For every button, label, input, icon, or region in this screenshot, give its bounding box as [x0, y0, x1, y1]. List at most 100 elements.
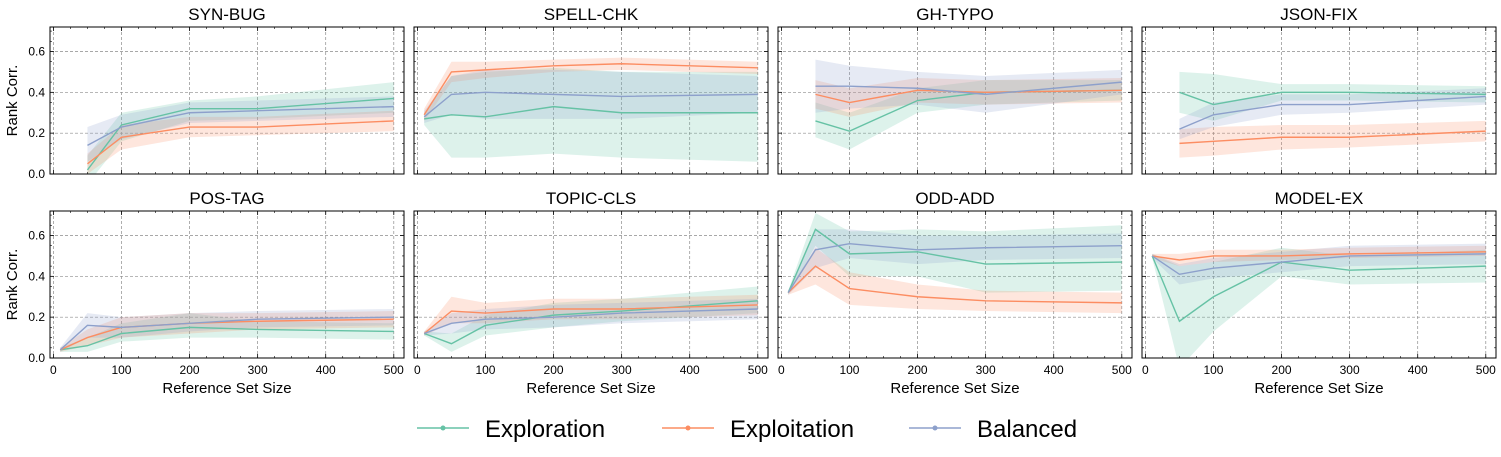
- panel-pos-tag: 0 100 200 300 400 500 0.0 0.2 0.4 0.6 POS-TAG Refer…: [4, 189, 405, 397]
- line-exploration: [787, 228, 1122, 293]
- legend-entry-exploration: Exploration: [417, 416, 605, 443]
- plot-area: [815, 59, 1122, 150]
- x-tick-label: 0: [414, 363, 421, 377]
- panel-title: MODEL-EX: [1275, 189, 1364, 208]
- legend-entry-balanced: Balanced: [909, 416, 1077, 443]
- line-exploitation: [423, 304, 758, 335]
- x-axis-label: Reference Set Size: [162, 380, 291, 397]
- legend-marker: [440, 425, 446, 431]
- x-tick-label: 0: [778, 363, 785, 377]
- y-tick-label: 0.4: [28, 85, 45, 99]
- line-exploitation: [787, 265, 1122, 304]
- line-exploitation: [1152, 251, 1486, 261]
- line-balanced: [423, 308, 758, 335]
- x-tick-label: 0: [1142, 363, 1149, 377]
- axes-frame: [1141, 26, 1497, 175]
- axes-frame: [1141, 210, 1497, 359]
- band-exploration: [815, 80, 1122, 150]
- plot-area: [1179, 71, 1486, 158]
- line-exploitation: [423, 63, 758, 116]
- line-balanced: [787, 242, 1122, 294]
- plot-area: [1151, 243, 1486, 358]
- x-tick-label: 100: [111, 363, 131, 377]
- x-tick-label: 100: [1203, 363, 1223, 377]
- panel-title: TOPIC-CLS: [546, 189, 636, 208]
- legend-label: Exploration: [485, 416, 605, 443]
- legend: Exploration Exploitation Balanced: [417, 416, 1077, 443]
- x-tick-label: 200: [180, 363, 200, 377]
- x-tick-label: 300: [1340, 363, 1360, 377]
- x-tick-label: 0: [50, 363, 57, 377]
- line-exploration: [424, 105, 758, 120]
- band-exploration: [424, 286, 758, 352]
- band-exploitation: [60, 311, 394, 352]
- plot-area: [59, 309, 394, 352]
- x-tick-label: 100: [839, 363, 859, 377]
- x-tick-label: 400: [1044, 363, 1064, 377]
- band-exploitation: [1179, 120, 1486, 158]
- y-tick-label: 0.2: [28, 126, 45, 140]
- legend-label: Exploitation: [730, 416, 854, 443]
- y-tick-label: 0.2: [28, 310, 45, 324]
- x-axis-label: Reference Set Size: [526, 380, 655, 397]
- panel-title: GH-TYPO: [916, 5, 993, 24]
- x-tick-label: 400: [316, 363, 336, 377]
- y-tick-label: 0.0: [28, 351, 45, 365]
- axes-frame: [413, 26, 769, 175]
- band-exploration: [60, 313, 394, 352]
- line-balanced: [1151, 253, 1486, 276]
- x-tick-label: 500: [1112, 363, 1132, 377]
- x-tick-label: 200: [908, 363, 928, 377]
- panel-spell-chk: SPELL-CHK: [413, 5, 769, 175]
- panel-odd-add: 0 100 200 300 400 500 ODD-ADD Reference Set Siz…: [777, 189, 1133, 397]
- panel-gh-typo: GH-TYPO: [777, 5, 1133, 175]
- band-balanced: [60, 309, 394, 352]
- panel-model-ex: 0 100 200 300 400 500 MODEL-EX Reference Set Si…: [1141, 189, 1497, 397]
- panel-topic-cls: 0 100 200 300 400 500 TOPIC-CLS Reference Set S…: [413, 189, 769, 397]
- panel-title: SPELL-CHK: [544, 5, 639, 24]
- panel-title: ODD-ADD: [915, 189, 994, 208]
- line-balanced: [59, 316, 394, 351]
- x-tick-label: 200: [544, 363, 564, 377]
- y-axis-label: Rank Corr.: [4, 65, 21, 137]
- plot-area: [423, 57, 758, 162]
- band-exploitation: [424, 57, 758, 121]
- y-axis-label: Rank Corr.: [4, 249, 21, 321]
- x-tick-label: 300: [612, 363, 632, 377]
- x-tick-label: 300: [248, 363, 268, 377]
- panel-title: SYN-BUG: [188, 5, 265, 24]
- band-exploration: [87, 82, 394, 174]
- y-tick-label: 0.6: [28, 229, 45, 243]
- panel-title: POS-TAG: [189, 189, 264, 208]
- line-exploration: [423, 300, 758, 345]
- panel-syn-bug: 0.0 0.2 0.4 0.6 SYN-BUG Rank Corr.: [4, 5, 405, 181]
- x-axis-label: Reference Set Size: [890, 380, 1019, 397]
- legend-label: Balanced: [977, 416, 1077, 443]
- band-balanced: [424, 69, 758, 123]
- line-exploration: [1151, 255, 1486, 323]
- band-balanced: [87, 96, 394, 162]
- x-tick-label: 500: [748, 363, 768, 377]
- line-exploration: [60, 326, 394, 351]
- y-tick-label: 0.6: [28, 45, 45, 59]
- axes-frame: [777, 26, 1133, 175]
- band-exploration: [788, 213, 1122, 295]
- y-tick-label: 0.4: [28, 269, 45, 283]
- band-exploration: [1152, 247, 1486, 358]
- y-tick-label: 0.0: [28, 167, 45, 181]
- legend-marker: [932, 425, 938, 431]
- x-tick-label: 200: [1272, 363, 1292, 377]
- plot-area: [423, 286, 758, 352]
- plot-area: [86, 82, 394, 174]
- axes-frame: [49, 26, 405, 175]
- legend-entry-exploitation: Exploitation: [662, 416, 854, 443]
- panel-json-fix: JSON-FIX: [1141, 5, 1497, 175]
- line-balanced: [423, 91, 758, 118]
- x-tick-label: 400: [680, 363, 700, 377]
- plot-area: [787, 213, 1122, 314]
- x-tick-label: 300: [976, 363, 996, 377]
- band-exploration: [424, 67, 758, 162]
- band-balanced: [1152, 243, 1486, 285]
- x-tick-label: 500: [1476, 363, 1496, 377]
- band-exploitation: [788, 247, 1122, 314]
